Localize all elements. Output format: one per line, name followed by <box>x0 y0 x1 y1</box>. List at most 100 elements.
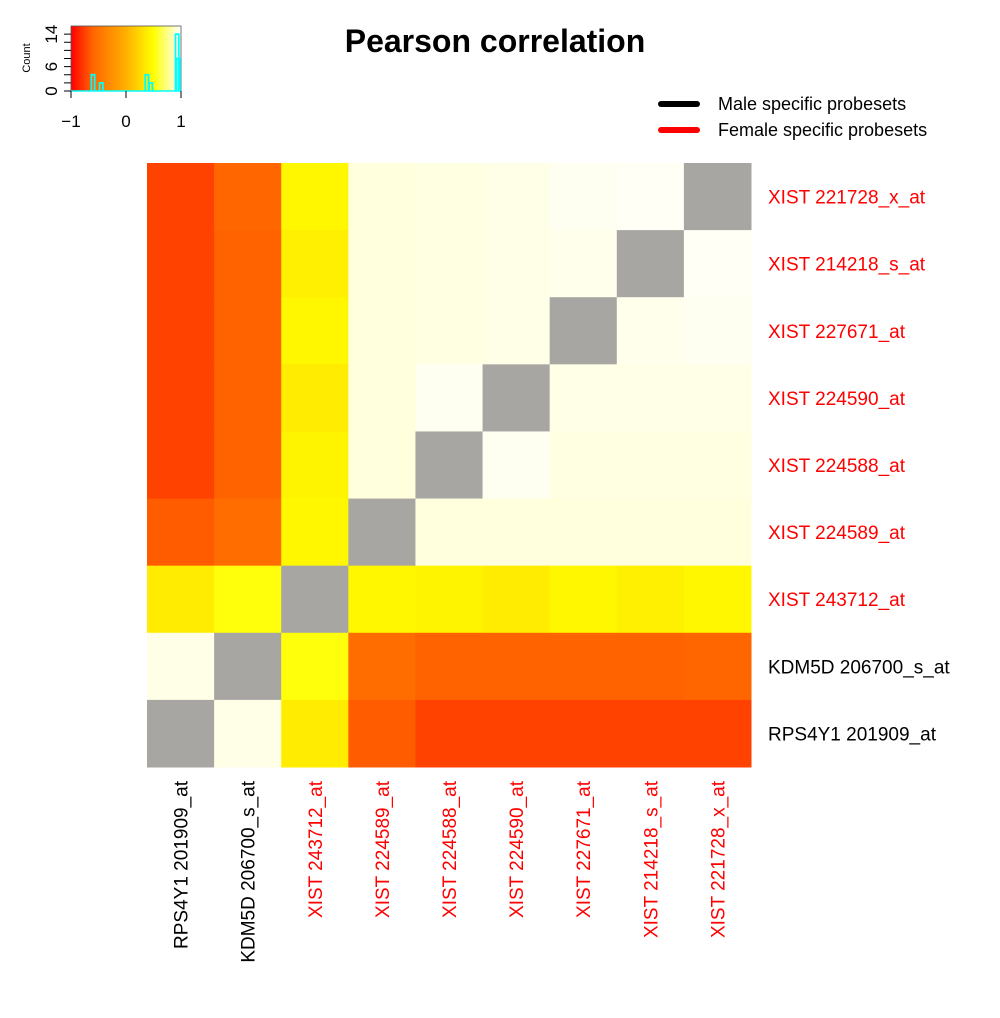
heatmap-cell <box>683 565 752 634</box>
heatmap-cell <box>348 163 416 231</box>
heatmap-cell <box>683 230 752 298</box>
heatmap-cell <box>147 364 215 432</box>
heatmap-cell <box>683 699 752 768</box>
row-label: RPS4Y1 201909_at <box>768 724 937 745</box>
heatmap-cell <box>549 364 618 432</box>
heatmap-cell <box>616 431 685 500</box>
heatmap-cell-diagonal <box>147 699 215 768</box>
heatmap-cell <box>348 699 416 768</box>
column-label: XIST 214218_s_at <box>641 780 662 938</box>
color-key-gradient <box>70 25 182 92</box>
row-label: XIST 224589_at <box>768 523 906 544</box>
heatmap-cell <box>415 565 484 634</box>
heatmap-cell <box>482 163 551 231</box>
histogram-bar <box>148 81 154 91</box>
row-labels: XIST 221728_x_at XIST 214218_s_at XIST 227… <box>768 188 950 746</box>
heatmap-cell <box>281 364 349 432</box>
heatmap-cell <box>281 163 349 231</box>
heatmap-cell <box>214 364 282 432</box>
heatmap-cell <box>147 230 215 298</box>
heatmap-cell <box>482 565 551 634</box>
heatmap-cell-diagonal <box>415 431 484 500</box>
heatmap-cell <box>616 297 685 365</box>
heatmap-cell <box>147 632 215 701</box>
y-tick-label: 0 <box>42 86 61 95</box>
heatmap-cell-diagonal <box>616 230 685 298</box>
heatmap-cell <box>147 431 215 500</box>
heatmap-cell <box>549 431 618 500</box>
y-tick-label: 14 <box>42 25 61 44</box>
x-tick-label: 1 <box>176 112 185 131</box>
heatmap-cell <box>683 297 752 365</box>
heatmap-cell <box>549 230 618 298</box>
heatmap-cell <box>482 230 551 298</box>
column-label: KDM5D 206700_s_at <box>239 780 260 962</box>
heatmap-cell <box>281 297 349 365</box>
heatmap-cell <box>482 632 551 701</box>
histogram-bar <box>98 81 104 91</box>
row-label: XIST 224588_at <box>768 456 906 477</box>
column-label: XIST 224590_at <box>507 780 528 918</box>
heatmap-cell <box>281 632 349 701</box>
heatmap-cell-diagonal <box>482 364 551 432</box>
x-tick-label: 0 <box>121 112 130 131</box>
heatmap-cell <box>549 565 618 634</box>
column-label: XIST 224588_at <box>440 780 461 918</box>
heatmap-cell <box>683 632 752 701</box>
heatmap-cell <box>348 230 416 298</box>
heatmap-cell <box>147 565 215 634</box>
heatmap-cell <box>348 364 416 432</box>
histogram-bar <box>174 33 180 91</box>
row-label: XIST 224590_at <box>768 389 906 410</box>
heatmap-cell <box>214 230 282 298</box>
heatmap-cell-diagonal <box>549 297 618 365</box>
heatmap-cell <box>147 163 215 231</box>
heatmap-cell <box>281 699 349 768</box>
heatmap-cell <box>281 230 349 298</box>
heatmap-cell <box>549 163 618 231</box>
heatmap-cell <box>683 431 752 500</box>
heatmap-cell <box>482 431 551 500</box>
heatmap-cell <box>549 699 618 768</box>
heatmap-cell <box>415 230 484 298</box>
y-tick-label: 6 <box>42 62 61 71</box>
heatmap-cell <box>214 297 282 365</box>
heatmap-cell <box>281 431 349 500</box>
legend-label: Female specific probesets <box>718 120 927 140</box>
x-tick-label: −1 <box>61 112 80 131</box>
heatmap-cell <box>214 699 282 768</box>
legend-label: Male specific probesets <box>718 94 906 114</box>
heatmap-cell <box>616 498 685 567</box>
heatmap-cell <box>147 498 215 567</box>
heatmap-cell <box>348 297 416 365</box>
legend: Male specific probesets Female specific p… <box>658 94 927 140</box>
row-label: KDM5D 206700_s_at <box>768 657 950 678</box>
heatmap-cell <box>549 498 618 567</box>
heatmap-cell-diagonal <box>348 498 416 567</box>
column-label: XIST 227671_at <box>574 780 595 918</box>
heatmap-cell <box>549 632 618 701</box>
heatmap-cell-diagonal <box>214 632 282 701</box>
column-label: XIST 243712_at <box>306 780 327 918</box>
heatmap-cell <box>616 364 685 432</box>
heatmap-cell <box>415 699 484 768</box>
column-labels: RPS4Y1 201909_at KDM5D 206700_s_at XIST 24… <box>172 780 730 962</box>
histogram-bar <box>175 57 181 91</box>
row-label: XIST 221728_x_at <box>768 188 926 209</box>
heatmap-cell <box>415 632 484 701</box>
heatmap-cell-diagonal <box>281 565 349 634</box>
color-key-axes: −1 0 1 0 6 14 <box>42 25 186 131</box>
column-label: RPS4Y1 201909_at <box>172 780 193 949</box>
color-key-ylabel: Count <box>21 43 33 72</box>
heatmap-cell <box>214 498 282 567</box>
color-key: −1 0 1 0 6 14 Count <box>21 25 186 131</box>
heatmap-cell <box>214 565 282 634</box>
chart-title: Pearson correlation <box>345 23 646 59</box>
heatmap-cell <box>415 163 484 231</box>
heatmap-cell <box>616 163 685 231</box>
heatmap-cell <box>348 632 416 701</box>
heatmap-cell <box>214 163 282 231</box>
heatmap-cell-diagonal <box>683 163 752 231</box>
heatmap-cell <box>147 297 215 365</box>
